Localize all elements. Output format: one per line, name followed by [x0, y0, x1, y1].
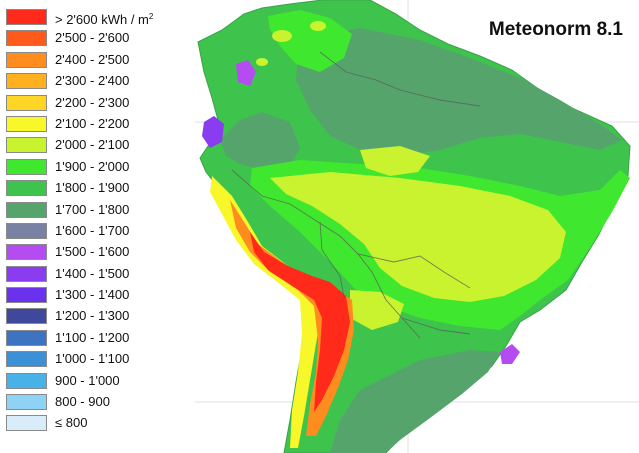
legend-label: 1'100 - 1'200: [55, 330, 129, 346]
legend-label-text: 1'400 - 1'500: [55, 265, 130, 281]
legend-label-text: 2'100 - 2'200: [55, 115, 130, 131]
legend-label: 1'400 - 1'500: [55, 266, 129, 282]
legend-swatch: [6, 329, 47, 346]
legend-label: 1'700 - 1'800: [55, 202, 129, 218]
legend-label: 2'300 - 2'400: [55, 73, 129, 89]
legend-label-text: 1'200 - 1'300: [55, 308, 130, 324]
legend-label-text: 1'300 - 1'400: [55, 287, 130, 303]
region-1700-1800-west: [220, 112, 300, 170]
legend-label: 2'000 - 2'100: [55, 137, 129, 153]
legend-label-text: 2'500 - 2'600: [55, 30, 130, 46]
legend-row: 1'800 - 1'900: [4, 177, 170, 198]
legend-label-text: 1'700 - 1'800: [55, 201, 130, 217]
legend: > 2'600 kWh / m2 2'500 - 2'600 2'400 - 2'5…: [4, 6, 170, 434]
legend-label: 800 - 900: [55, 394, 110, 410]
legend-row: 2'300 - 2'400: [4, 70, 170, 91]
legend-label: 1'200 - 1'300: [55, 308, 129, 324]
legend-label-text: 1'000 - 1'100: [55, 351, 130, 367]
region-1700-1800: [296, 28, 622, 156]
legend-row: 900 - 1'000: [4, 370, 170, 391]
legend-label-text: 1'500 - 1'600: [55, 244, 130, 260]
legend-swatch: [6, 180, 47, 197]
region-2100-2200: [210, 176, 322, 448]
legend-swatch: [6, 115, 47, 132]
legend-label: 1'600 - 1'700: [55, 223, 129, 239]
legend-label: 1'300 - 1'400: [55, 287, 129, 303]
region-1500-1600-nw: [236, 60, 256, 86]
region-2000-2100: [270, 172, 566, 302]
legend-row: ≤ 800: [4, 412, 170, 433]
legend-swatch: [6, 308, 47, 325]
legend-swatch: [6, 9, 47, 25]
legend-row: 1'200 - 1'300: [4, 305, 170, 326]
legend-row: 800 - 900: [4, 391, 170, 412]
legend-swatch: [6, 51, 47, 68]
legend-row: 1'900 - 2'000: [4, 156, 170, 177]
legend-label: 2'200 - 2'300: [55, 95, 129, 111]
scattered-highlands: [256, 21, 326, 66]
region-2000-2100-south: [350, 290, 404, 330]
legend-label-text: 2'300 - 2'400: [55, 73, 130, 89]
legend-swatch: [6, 372, 47, 389]
legend-swatch: [6, 94, 47, 111]
legend-swatch: [6, 222, 47, 239]
legend-row: 1'400 - 1'500: [4, 263, 170, 284]
legend-label-text: 1'800 - 1'900: [55, 180, 130, 196]
legend-swatch: [6, 244, 47, 261]
legend-label: 1'000 - 1'100: [55, 351, 129, 367]
legend-swatch: [6, 415, 47, 432]
legend-label-text: ≤ 800: [55, 415, 88, 431]
legend-label-text: 2'000 - 2'100: [55, 137, 130, 153]
legend-label: 1'500 - 1'600: [55, 244, 129, 260]
legend-label: 1'800 - 1'900: [55, 180, 129, 196]
legend-label-text: 1'100 - 1'200: [55, 329, 130, 345]
legend-swatch: [6, 73, 47, 90]
region-1900-2000: [268, 10, 352, 72]
legend-row: 1'100 - 1'200: [4, 327, 170, 348]
legend-row: 2'500 - 2'600: [4, 27, 170, 48]
legend-swatch: [6, 351, 47, 368]
legend-swatch: [6, 201, 47, 218]
legend-label-text: 1'900 - 2'000: [55, 158, 130, 174]
legend-row: 1'300 - 1'400: [4, 284, 170, 305]
legend-label: ≤ 800: [55, 415, 87, 431]
region-above-2600: [250, 232, 350, 412]
legend-unit-superscript: 2: [148, 12, 154, 21]
legend-label-text: 2'200 - 2'300: [55, 94, 130, 110]
legend-row: 2'000 - 2'100: [4, 134, 170, 155]
legend-label-text: > 2'600 kWh / m: [55, 12, 149, 27]
region-2000-2100-north: [360, 146, 430, 176]
legend-label-text: 2'400 - 2'500: [55, 51, 130, 67]
legend-swatch: [6, 30, 47, 47]
legend-label-text: 800 - 900: [55, 394, 110, 410]
legend-row: 1'000 - 1'100: [4, 348, 170, 369]
legend-swatch: [6, 265, 47, 282]
legend-label: 1'900 - 2'000: [55, 159, 129, 175]
legend-label: 900 - 1'000: [55, 373, 120, 389]
legend-row: 2'400 - 2'500: [4, 49, 170, 70]
legend-row: 2'200 - 2'300: [4, 92, 170, 113]
region-1400-1500-ne: [202, 116, 224, 148]
legend-label-text: 900 - 1'000: [55, 372, 120, 388]
region-1500-1600-se: [500, 344, 520, 364]
legend-row: > 2'600 kWh / m2: [4, 6, 170, 27]
legend-swatch: [6, 137, 47, 154]
legend-swatch: [6, 158, 47, 175]
region-1700-1800-south: [330, 350, 500, 453]
legend-label: > 2'600 kWh / m2: [55, 9, 153, 28]
legend-row: 1'500 - 1'600: [4, 241, 170, 262]
country-borders: [231, 51, 481, 339]
legend-label: 2'400 - 2'500: [55, 52, 129, 68]
legend-label-text: 1'600 - 1'700: [55, 222, 130, 238]
legend-label: 2'500 - 2'600: [55, 30, 129, 46]
legend-row: 1'600 - 1'700: [4, 220, 170, 241]
map-title: Meteonorm 8.1: [488, 19, 623, 40]
legend-row: 1'700 - 1'800: [4, 199, 170, 220]
legend-swatch: [6, 287, 47, 304]
legend-row: 2'100 - 2'200: [4, 113, 170, 134]
legend-label: 2'100 - 2'200: [55, 116, 129, 132]
legend-swatch: [6, 394, 47, 411]
